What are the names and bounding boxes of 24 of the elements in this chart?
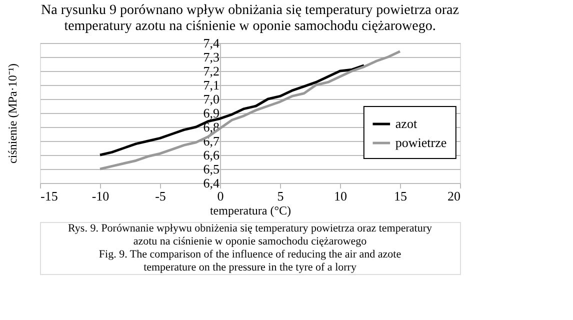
y-tick-label: 6,9 — [203, 106, 220, 120]
x-tick-label: -5 — [155, 188, 166, 204]
x-tick-label: 10 — [334, 188, 347, 204]
y-tick-label: 7,2 — [203, 64, 220, 78]
y-tick-label: 7,4 — [203, 36, 220, 50]
x-tick-label: -15 — [40, 188, 58, 204]
y-tick-label: 6,4 — [203, 176, 220, 190]
legend-label: powietrze — [395, 135, 447, 150]
caption: Fig. 9. The comparison of the influence of reducing the air and azote temperature on the pressure in the tyre of a lorry — [98, 248, 402, 274]
y-axis-title: ciśnienie (MPa·10⁻¹) — [5, 64, 20, 164]
x-tick-label: 5 — [277, 188, 284, 204]
y-tick-label: 7,1 — [203, 78, 220, 92]
x-tick-label: 15 — [394, 188, 407, 204]
x-axis-title: temperatura (°C) — [210, 204, 292, 218]
legend-label: azot — [395, 116, 418, 131]
x-tick-label: 0 — [217, 188, 224, 204]
y-tick-label: 7,3 — [203, 50, 220, 64]
text: Rys. 9. Porównanie wpływu obniżenia się temperatury powietrza oraz temperatury azotu na ciśnienie w oponie samochodu ciężarowego — [68, 222, 432, 248]
y-tick-label: 6,5 — [203, 162, 220, 176]
x-tick-label: -10 — [92, 188, 110, 204]
y-tick-label: 7,0 — [203, 92, 220, 106]
y-tick-label: 6,6 — [203, 148, 220, 162]
chart-title: Na rysunku 9 porównano wpływ obniżania się temperatury powietrza oraz temperatury azotu na ciśnienie w oponie samochodu ciężarowego. — [41, 3, 459, 34]
x-tick-label: 20 — [448, 188, 460, 204]
